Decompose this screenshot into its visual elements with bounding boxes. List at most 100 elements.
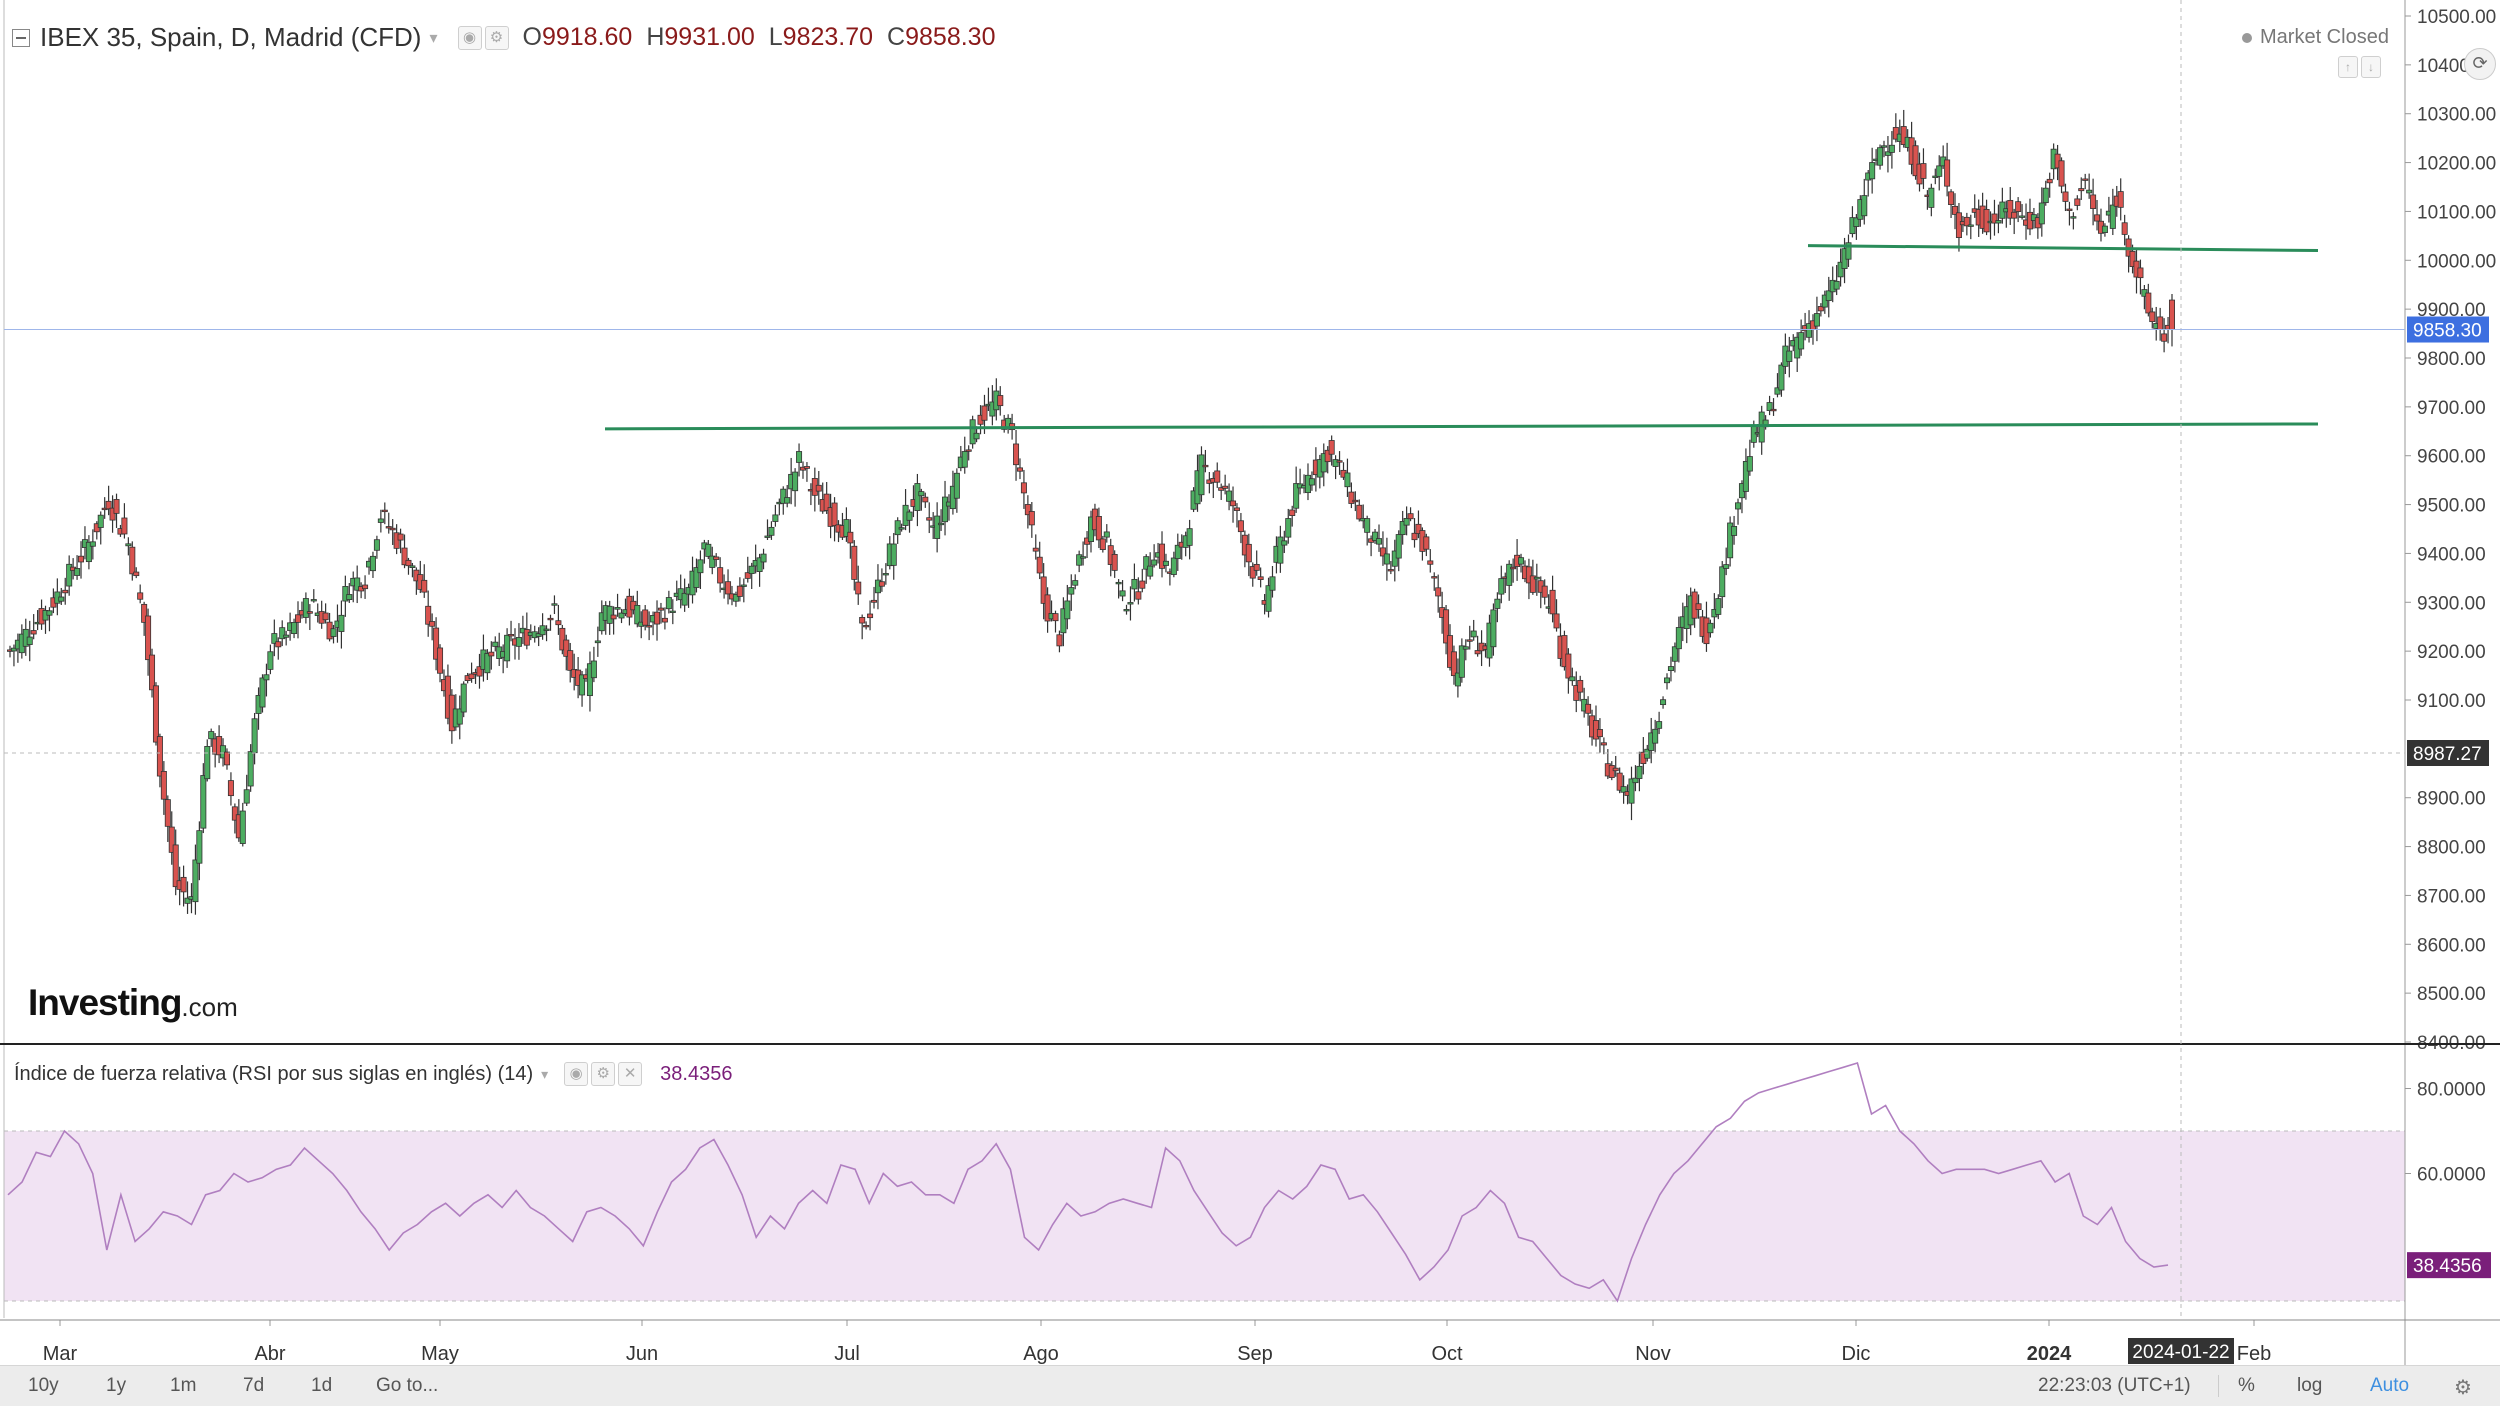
refresh-icon[interactable]: ⟳	[2464, 48, 2496, 80]
log-toggle[interactable]: log	[2297, 1375, 2323, 1396]
eye-icon[interactable]: ◉	[457, 25, 482, 50]
candle-body	[1328, 440, 1335, 455]
range-button-3[interactable]: 7d	[243, 1375, 265, 1396]
candle-body	[567, 650, 574, 671]
candle-body	[594, 640, 601, 644]
price-tick-label: 10200.00	[2417, 154, 2496, 175]
candle-body	[385, 526, 392, 529]
range-button-2[interactable]: 1m	[170, 1375, 197, 1396]
percent-toggle[interactable]: %	[2238, 1375, 2255, 1396]
candle-body	[1214, 470, 1221, 483]
candle-body	[1553, 613, 1560, 629]
candle-body	[1731, 526, 1738, 536]
chevron-down-icon[interactable]: ▾	[541, 1065, 549, 1082]
candle-body	[515, 637, 522, 647]
market-status-label: Market Closed	[2260, 26, 2389, 48]
candle-body	[2149, 311, 2156, 323]
arrow-down-icon[interactable]: ↓	[2361, 56, 2381, 78]
gear-icon[interactable]: ⚙	[591, 1062, 616, 1086]
candle-body	[1573, 685, 1580, 701]
candle-body	[1735, 502, 1742, 510]
close-icon[interactable]: ✕	[618, 1062, 643, 1086]
candle-body	[748, 565, 755, 575]
candle-body	[46, 610, 53, 616]
candle-body	[1072, 580, 1079, 586]
eye-icon[interactable]: ◉	[564, 1062, 589, 1086]
gear-icon[interactable]: ⚙	[484, 25, 509, 50]
time-tick-label: Sep	[1237, 1343, 1273, 1365]
candle-body	[1636, 765, 1643, 779]
candle-body	[271, 633, 278, 644]
current-price-label: 9858.30	[2413, 321, 2482, 342]
candle-body	[1423, 536, 1430, 550]
candle-body	[2070, 216, 2077, 219]
candle-body	[1068, 587, 1075, 595]
candle-body	[1525, 566, 1532, 584]
horizontal-levels[interactable]	[604, 244, 2319, 431]
candle-body	[1395, 534, 1402, 559]
auto-toggle[interactable]: Auto	[2370, 1375, 2410, 1396]
price-chart[interactable]: 10500.0010400.0010300.0010200.0010100.00…	[0, 0, 2500, 1365]
range-button-5[interactable]: Go to...	[376, 1375, 439, 1396]
candle-body	[109, 507, 116, 521]
candle-body	[456, 708, 463, 725]
range-button-0[interactable]: 10y	[28, 1375, 59, 1396]
candle-body	[1798, 332, 1805, 350]
candle-body	[1821, 294, 1828, 308]
candle-body	[1245, 543, 1252, 563]
time-tick-label: Jul	[834, 1343, 860, 1365]
candle-body	[559, 627, 566, 651]
candle-body	[141, 603, 148, 623]
candle-body	[1162, 560, 1169, 566]
candle-body	[129, 546, 136, 575]
candle-body	[1952, 205, 1959, 215]
candle-body	[1577, 679, 1584, 693]
candle-body	[393, 532, 400, 549]
candle-body	[160, 770, 167, 800]
rsi-panel: 80.0000 60.0000 38.4356	[4, 1061, 2491, 1303]
chevron-down-icon[interactable]: ▾	[429, 29, 438, 47]
candle-body	[969, 419, 976, 445]
candle-body	[192, 859, 199, 903]
candle-body	[1320, 453, 1327, 473]
candle-body	[657, 607, 664, 611]
candle-body	[1253, 563, 1260, 571]
price-tick-label: 9400.00	[2417, 544, 2486, 565]
candle-body	[1293, 483, 1300, 509]
candle-body	[764, 535, 771, 538]
candle-body	[302, 598, 309, 618]
candle-body	[1746, 456, 1753, 472]
candle-body	[1565, 653, 1572, 679]
candle-body	[239, 810, 246, 844]
price-tick-label: 9300.00	[2417, 593, 2486, 614]
arrow-up-icon[interactable]: ↑	[2338, 56, 2358, 78]
candle-body	[168, 826, 175, 853]
candle-body	[918, 491, 925, 497]
candle-body	[85, 541, 92, 563]
range-button-1[interactable]: 1y	[106, 1375, 127, 1396]
candle-body	[1387, 569, 1394, 572]
candle-body	[823, 493, 830, 511]
candle-body	[1936, 165, 1943, 177]
candle-body	[1707, 622, 1714, 634]
candle-body	[152, 685, 159, 743]
candle-body	[1036, 556, 1043, 574]
candle-body	[1510, 566, 1517, 570]
candle-body	[1983, 208, 1990, 233]
candle-body	[2062, 191, 2069, 202]
candle-body	[555, 620, 562, 626]
candle-body	[1656, 721, 1663, 729]
candle-body	[906, 511, 913, 521]
candle-body	[1202, 464, 1209, 468]
collapse-icon[interactable]	[12, 28, 30, 47]
range-button-4[interactable]: 1d	[311, 1375, 333, 1396]
candle-body	[1040, 576, 1047, 604]
candle-body	[1466, 639, 1473, 642]
candle-body	[744, 572, 751, 579]
candle-body	[2011, 211, 2018, 219]
candle-body	[1715, 598, 1722, 615]
gear-icon[interactable]: ⚙	[2454, 1377, 2472, 1399]
candle-body	[1660, 699, 1667, 706]
candle-body	[1671, 646, 1678, 662]
candle-body	[1912, 145, 1919, 177]
